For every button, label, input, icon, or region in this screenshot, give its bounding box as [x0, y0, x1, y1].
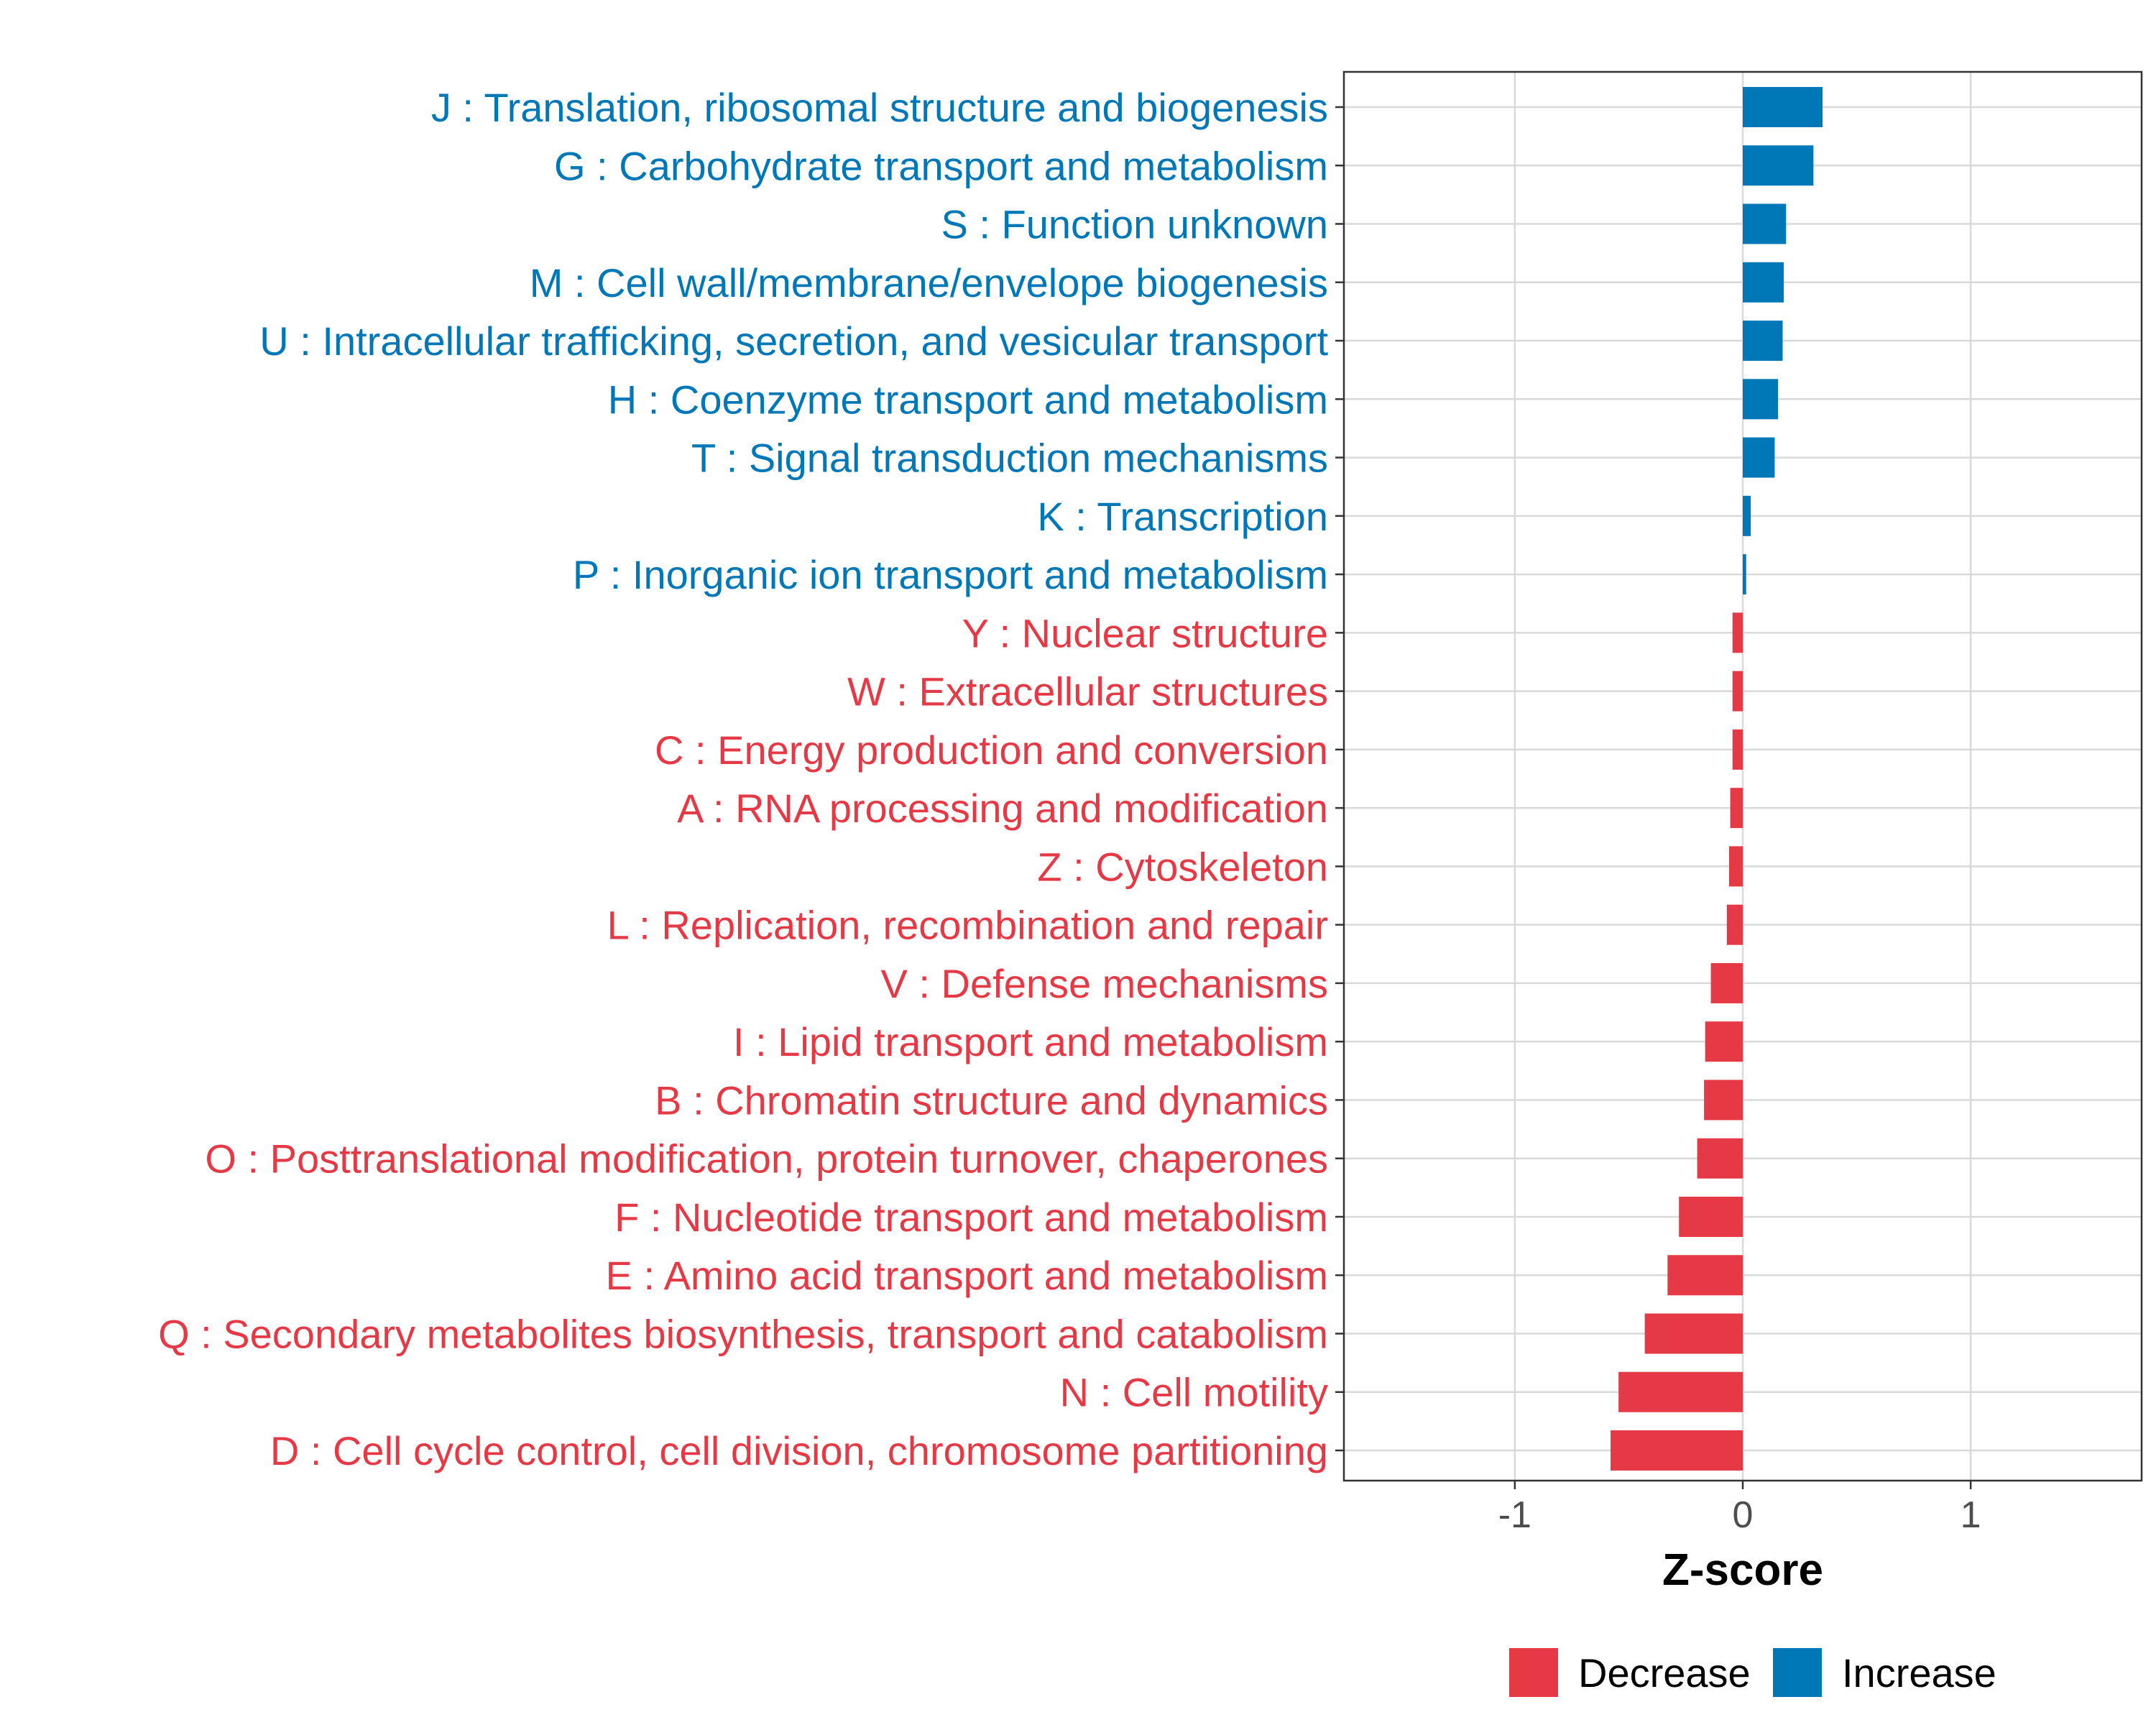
category-label: H : Coenzyme transport and metabolism — [608, 377, 1328, 422]
legend-swatch-increase — [1773, 1648, 1822, 1697]
y-axis-ticks — [1335, 106, 1344, 1452]
category-label: A : RNA processing and modification — [677, 786, 1328, 831]
category-label: G : Carbohydrate transport and metabolis… — [554, 143, 1328, 188]
bar-M — [1743, 262, 1784, 303]
bar-F — [1679, 1196, 1743, 1237]
bar-P — [1743, 554, 1746, 595]
bar-C — [1732, 729, 1743, 770]
legend-swatch-decrease — [1509, 1648, 1558, 1697]
x-tick-label: -1 — [1498, 1494, 1531, 1536]
bar-K — [1743, 495, 1751, 536]
bar-L — [1726, 904, 1743, 945]
y-axis-labels: J : Translation, ribosomal structure and… — [158, 85, 1328, 1473]
category-label: E : Amino acid transport and metabolism — [606, 1253, 1328, 1298]
category-label: D : Cell cycle control, cell division, c… — [270, 1428, 1328, 1473]
bar-A — [1730, 788, 1743, 829]
x-tick-label: 1 — [1961, 1494, 1981, 1536]
category-label: M : Cell wall/membrane/envelope biogenes… — [530, 260, 1328, 305]
bar-G — [1743, 145, 1814, 186]
category-label: L : Replication, recombination and repai… — [607, 903, 1328, 948]
x-axis-ticks: -1 0 1 — [1498, 1481, 1981, 1536]
category-label: V : Defense mechanisms — [881, 961, 1328, 1006]
bar-J — [1743, 87, 1823, 127]
category-label: B : Chromatin structure and dynamics — [655, 1077, 1328, 1123]
category-label: K : Transcription — [1037, 494, 1328, 539]
x-tick-label: 0 — [1733, 1494, 1754, 1536]
category-label: N : Cell motility — [1060, 1370, 1328, 1415]
category-label: J : Translation, ribosomal structure and… — [431, 85, 1328, 130]
bar-B — [1704, 1080, 1743, 1121]
bar-D — [1611, 1430, 1743, 1471]
category-label: P : Inorganic ion transport and metaboli… — [573, 552, 1328, 597]
bar-S — [1743, 203, 1787, 244]
category-label: Y : Nuclear structure — [962, 610, 1328, 656]
bar-O — [1697, 1138, 1743, 1179]
category-label: Z : Cytoskeleton — [1037, 844, 1328, 889]
bar-Z — [1728, 846, 1743, 887]
category-label: I : Lipid transport and metabolism — [733, 1019, 1328, 1064]
legend-label-increase: Increase — [1842, 1650, 1996, 1696]
legend: Decrease Increase — [1509, 1648, 1996, 1697]
category-label: T : Signal transduction mechanisms — [691, 436, 1328, 481]
bar-N — [1618, 1371, 1743, 1412]
category-label: Q : Secondary metabolites biosynthesis, … — [158, 1311, 1328, 1356]
category-label: S : Function unknown — [941, 202, 1328, 247]
vertical-gridlines — [1514, 72, 1972, 1481]
bar-H — [1743, 379, 1779, 420]
bar-V — [1710, 962, 1743, 1003]
bar-I — [1705, 1021, 1743, 1062]
category-label: C : Energy production and conversion — [655, 727, 1328, 773]
category-label: U : Intracellular trafficking, secretion… — [259, 318, 1328, 364]
legend-label-decrease: Decrease — [1578, 1650, 1751, 1696]
bar-E — [1667, 1255, 1743, 1296]
bars-group — [1611, 87, 1823, 1471]
bar-Q — [1644, 1313, 1743, 1354]
category-label: W : Extracellular structures — [847, 669, 1328, 714]
x-axis-title: Z-score — [1662, 1545, 1823, 1595]
category-label: F : Nucleotide transport and metabolism — [614, 1195, 1328, 1240]
bar-W — [1732, 671, 1743, 712]
bar-T — [1743, 437, 1775, 478]
category-label: O : Posttranslational modification, prot… — [205, 1136, 1328, 1182]
bar-U — [1743, 321, 1783, 362]
bar-Y — [1732, 612, 1743, 653]
